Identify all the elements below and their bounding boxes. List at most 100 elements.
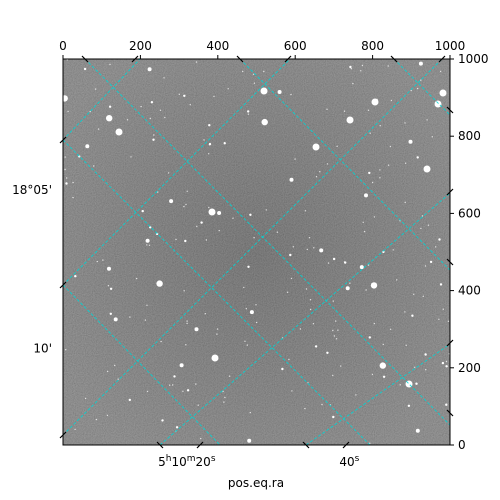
star (373, 322, 376, 325)
star (404, 162, 407, 164)
y-tick-label: 600 (458, 206, 481, 220)
star (183, 205, 185, 208)
star (445, 365, 448, 368)
star (281, 367, 284, 371)
star (195, 61, 198, 63)
star (172, 384, 174, 386)
star (218, 229, 220, 232)
star (410, 89, 412, 92)
star (429, 260, 433, 264)
star (371, 373, 374, 376)
world-tick (59, 281, 67, 289)
star (392, 249, 394, 251)
star (309, 308, 312, 311)
star (74, 275, 77, 278)
star (382, 343, 384, 346)
star (335, 338, 338, 340)
star (439, 70, 442, 73)
star (173, 375, 176, 378)
grid-line (63, 59, 291, 286)
world-tick (156, 441, 164, 449)
star (344, 261, 347, 264)
star (426, 119, 428, 121)
star (414, 366, 416, 368)
star (117, 378, 119, 380)
star (289, 177, 294, 182)
star (326, 163, 329, 165)
star (413, 293, 415, 295)
star (253, 82, 256, 84)
star (255, 304, 257, 306)
x-tick-label: 200 (129, 39, 152, 53)
star (332, 374, 334, 377)
star (196, 225, 198, 228)
star (97, 128, 100, 130)
world-tick (196, 441, 204, 449)
star (109, 287, 113, 290)
star (349, 282, 351, 284)
grid-line (63, 59, 443, 436)
star (169, 384, 171, 386)
star (313, 247, 315, 249)
x-tick-label: 0 (59, 39, 67, 53)
star (140, 105, 142, 108)
star (379, 169, 381, 171)
grid-line (84, 59, 450, 426)
star (387, 164, 390, 166)
star (407, 404, 411, 407)
star (368, 336, 371, 339)
world-tick (131, 55, 139, 63)
star (418, 61, 423, 66)
star (399, 384, 401, 386)
bright-star (434, 100, 442, 108)
star (128, 398, 131, 402)
star (167, 172, 170, 174)
star (304, 210, 307, 212)
star (67, 110, 69, 113)
star (74, 428, 76, 431)
world-tick (342, 441, 350, 449)
world-tick (446, 258, 454, 266)
star (232, 217, 234, 219)
bright-star (346, 116, 354, 124)
star (186, 190, 188, 192)
star (286, 291, 289, 293)
star (276, 231, 279, 233)
star (186, 322, 188, 325)
star (365, 289, 367, 291)
sky-noise (63, 59, 450, 445)
star (247, 438, 252, 443)
star (411, 314, 414, 317)
star (160, 340, 162, 343)
star (309, 299, 312, 301)
star (213, 95, 215, 98)
star (175, 238, 177, 241)
star (249, 310, 254, 315)
grid-line (63, 284, 221, 445)
star (360, 70, 362, 72)
grid-line (393, 59, 450, 116)
star (304, 407, 306, 410)
star (332, 257, 336, 261)
star (362, 221, 364, 223)
star (326, 351, 329, 354)
star (415, 382, 418, 385)
dec-tick-label: 18°05' (12, 183, 52, 197)
star (161, 419, 164, 422)
x-tick-label: 1000 (435, 39, 466, 53)
image-panel (63, 59, 450, 445)
star (255, 321, 258, 324)
star (345, 286, 350, 291)
star (200, 221, 203, 224)
dec-axis-left: 18°05' 10' (12, 55, 454, 449)
star (420, 79, 422, 81)
star (379, 177, 381, 179)
star (427, 224, 430, 226)
star (153, 134, 155, 136)
star (265, 209, 267, 211)
star (405, 344, 407, 346)
star (424, 353, 427, 356)
star (224, 396, 226, 399)
star (208, 206, 210, 209)
y-axis-right: 0 200 400 600 800 1000 (450, 52, 489, 452)
